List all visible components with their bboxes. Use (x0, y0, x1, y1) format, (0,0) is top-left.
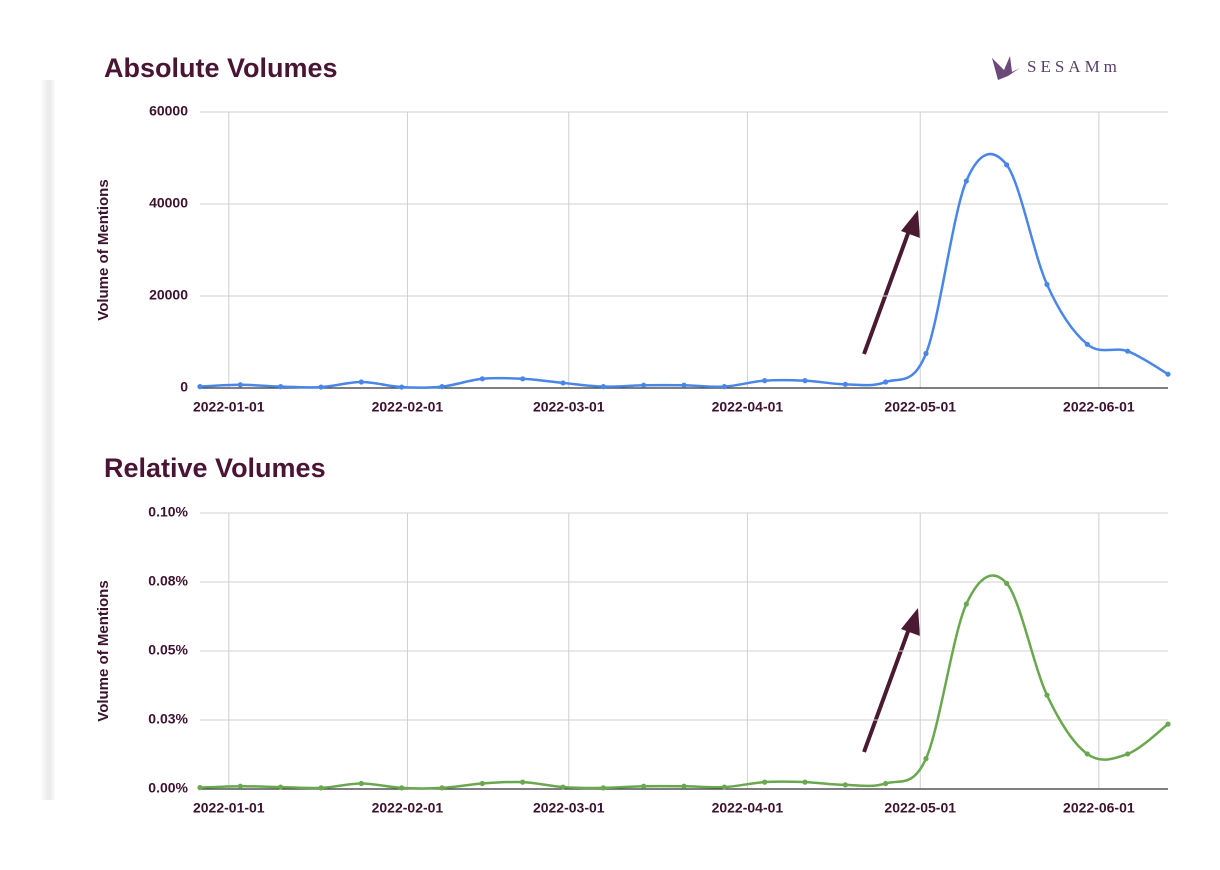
data-point (439, 785, 445, 791)
x-tick-label: 2022-01-01 (193, 399, 265, 415)
data-point (600, 384, 606, 390)
x-tick-label: 2022-03-01 (533, 399, 605, 415)
x-tick-label: 2022-02-01 (372, 399, 444, 415)
data-point (883, 379, 889, 385)
data-point (1165, 371, 1171, 377)
data-point (1004, 580, 1010, 586)
x-tick-label: 2022-02-01 (372, 800, 444, 816)
x-tick-label: 2022-06-01 (1063, 399, 1135, 415)
data-point (762, 378, 768, 384)
data-point (1165, 721, 1171, 727)
data-point (318, 384, 324, 390)
data-point (520, 376, 526, 382)
chart-title: Absolute Volumes (104, 53, 338, 83)
data-point (1125, 348, 1131, 354)
arrow-shaft (862, 625, 912, 753)
data-point (278, 384, 284, 390)
data-point (600, 785, 606, 791)
data-point (721, 784, 727, 790)
x-tick-label: 2022-01-01 (193, 800, 265, 816)
data-point (358, 379, 364, 385)
arrow-shaft (862, 227, 912, 355)
arrow-head (901, 608, 920, 636)
page-shadow (40, 80, 56, 800)
data-point (1004, 162, 1010, 168)
x-tick-label: 2022-05-01 (884, 399, 956, 415)
logo: SESAMm (992, 56, 1121, 80)
data-point (399, 384, 405, 390)
logo-icon (992, 56, 1020, 80)
x-tick-label: 2022-05-01 (884, 800, 956, 816)
data-point (197, 384, 203, 390)
y-tick-label: 0.00% (148, 780, 188, 796)
y-tick-label: 0.03% (148, 711, 188, 727)
data-point (1125, 751, 1131, 757)
data-point (399, 785, 405, 791)
data-point (479, 376, 485, 382)
chart-title: Relative Volumes (104, 453, 326, 483)
x-tick-label: 2022-06-01 (1063, 800, 1135, 816)
data-point (237, 783, 243, 789)
x-tick-label: 2022-04-01 (712, 800, 784, 816)
data-point (923, 756, 929, 762)
data-point (963, 178, 969, 184)
y-tick-label: 60000 (149, 103, 188, 119)
series-line (199, 152, 1169, 389)
data-point (762, 779, 768, 785)
y-tick-label: 40000 (149, 195, 188, 211)
data-point (560, 784, 566, 790)
data-point (237, 382, 243, 388)
data-point (560, 380, 566, 386)
y-axis-label: Volume of Mentions (95, 580, 112, 721)
data-point (802, 779, 808, 785)
data-point (1084, 341, 1090, 347)
data-point (318, 785, 324, 791)
logo-text: SESAMm (1027, 57, 1121, 76)
y-tick-label: 0.05% (148, 642, 188, 658)
data-point (479, 780, 485, 787)
data-point (439, 384, 445, 390)
data-point (923, 350, 929, 357)
series-line (199, 574, 1169, 790)
data-point (681, 382, 687, 388)
data-point (520, 779, 526, 785)
data-point (681, 783, 687, 789)
y-tick-label: 20000 (149, 287, 188, 303)
data-point (883, 780, 889, 787)
y-axis-label: Volume of Mentions (95, 179, 112, 320)
data-point (358, 780, 364, 787)
data-point (278, 784, 284, 790)
y-tick-label: 0.08% (148, 573, 188, 589)
x-tick-label: 2022-03-01 (533, 800, 605, 816)
data-point (842, 381, 848, 387)
data-point (721, 384, 727, 390)
data-point (641, 382, 647, 388)
data-point (1044, 281, 1050, 288)
y-tick-label: 0 (180, 379, 188, 395)
y-tick-label: 0.10% (148, 504, 188, 520)
annotation-arrows (862, 210, 920, 753)
data-point (1084, 751, 1090, 757)
data-point (641, 783, 647, 789)
data-point (1044, 692, 1050, 698)
arrow-head (901, 210, 920, 238)
data-point (197, 785, 203, 791)
data-point (963, 601, 969, 607)
data-point (842, 782, 848, 788)
x-tick-label: 2022-04-01 (712, 399, 784, 415)
data-point (802, 378, 808, 384)
